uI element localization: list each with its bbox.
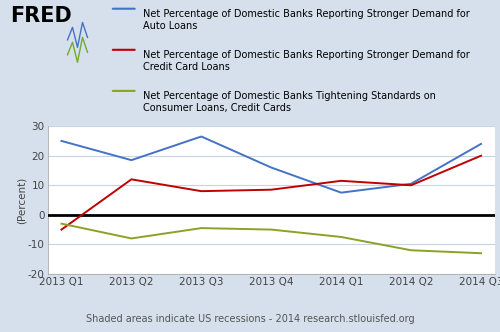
Text: Shaded areas indicate US recessions - 2014 research.stlouisfed.org: Shaded areas indicate US recessions - 20… [86, 314, 414, 324]
Text: Net Percentage of Domestic Banks Reporting Stronger Demand for
Auto Loans: Net Percentage of Domestic Banks Reporti… [142, 9, 469, 31]
Text: FRED: FRED [10, 6, 72, 26]
Text: Net Percentage of Domestic Banks Reporting Stronger Demand for
Credit Card Loans: Net Percentage of Domestic Banks Reporti… [142, 50, 469, 72]
Text: Net Percentage of Domestic Banks Tightening Standards on
Consumer Loans, Credit : Net Percentage of Domestic Banks Tighten… [142, 91, 436, 113]
Y-axis label: (Percent): (Percent) [16, 176, 26, 224]
